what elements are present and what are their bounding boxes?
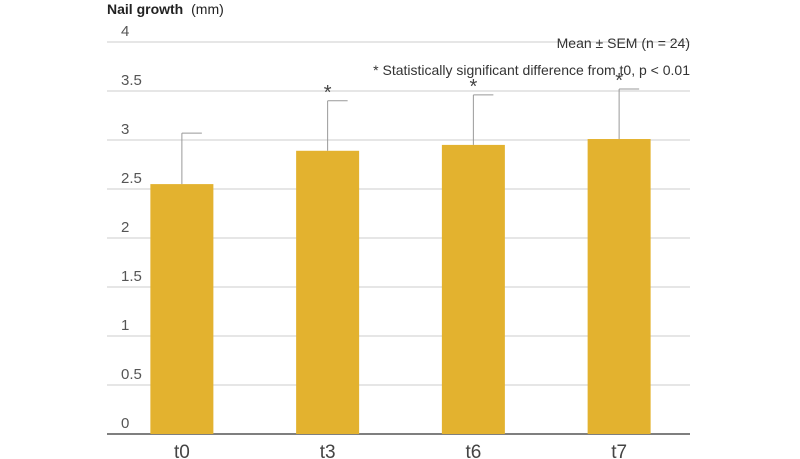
y-tick-label: 1 (121, 317, 129, 334)
y-axis-label-main: Nail growth (107, 1, 183, 17)
significance-marker-t6: * (469, 76, 477, 98)
x-tick-labels: t0 t3 t6 t7 (174, 442, 627, 459)
y-tick-labels: 0 0.5 1 1.5 2 2.5 3 3.5 4 (121, 23, 142, 432)
y-axis-label: Nail growth (mm) (107, 1, 224, 17)
legend-note-significance: * Statistically significant difference f… (373, 62, 690, 78)
x-tick-label-t7: t7 (611, 442, 627, 459)
legend-note-stats: Mean ± SEM (n = 24) (557, 35, 690, 51)
bar-t0 (150, 184, 214, 434)
y-tick-label: 0.5 (121, 366, 142, 383)
y-axis-label-unit: (mm) (191, 1, 224, 17)
bar-t7 (587, 139, 651, 434)
y-tick-label: 1.5 (121, 268, 142, 285)
significance-marker-t7: * (615, 70, 623, 92)
bar-t3 (296, 150, 360, 434)
y-tick-label: 4 (121, 23, 129, 40)
y-tick-label: 3.5 (121, 72, 142, 89)
x-tick-label-t6: t6 (465, 442, 481, 459)
x-tick-label-t3: t3 (320, 442, 336, 459)
bars: * * * (150, 70, 651, 434)
significance-marker-t3: * (324, 82, 332, 104)
y-tick-label: 2.5 (121, 170, 142, 187)
y-tick-label: 2 (121, 219, 129, 236)
bar-t6 (441, 144, 505, 434)
y-tick-label: 3 (121, 121, 129, 138)
x-tick-label-t0: t0 (174, 442, 190, 459)
y-tick-label: 0 (121, 415, 129, 432)
